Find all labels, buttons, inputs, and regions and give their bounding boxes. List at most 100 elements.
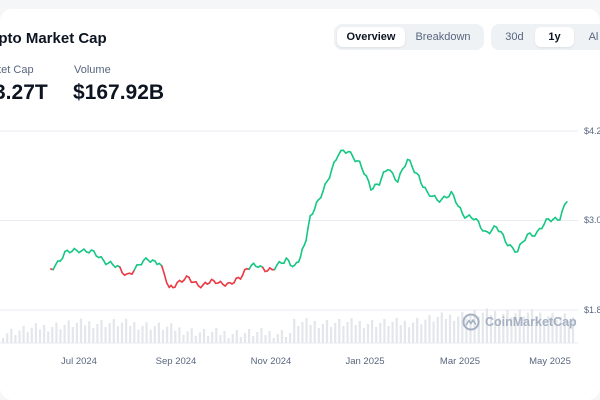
x-tick-label: Nov 2024	[250, 356, 292, 367]
volume-bar	[383, 319, 386, 343]
volume-bar	[235, 330, 238, 343]
volume-bar	[182, 334, 185, 343]
volume-bar	[379, 323, 382, 343]
range-all-button[interactable]: Al	[588, 31, 599, 43]
volume-bar	[371, 320, 374, 343]
volume-bar	[67, 320, 70, 343]
volume-bar	[149, 329, 152, 343]
price-line-segment	[273, 264, 278, 271]
volume-bar	[141, 325, 144, 343]
volume-bar	[420, 324, 423, 343]
tab-breakdown[interactable]: Breakdown	[415, 31, 471, 43]
volume-bar	[424, 319, 427, 343]
price-line-segment	[433, 194, 438, 201]
volume-bar	[366, 324, 370, 343]
volume-bar	[387, 326, 390, 343]
volume-bar	[178, 327, 181, 343]
price-line-segment	[52, 264, 57, 271]
volume-bar	[485, 308, 488, 343]
price-line-segment	[299, 248, 304, 259]
volume-bar	[63, 324, 66, 343]
volume-bar	[432, 321, 435, 343]
volume-bar	[75, 322, 78, 343]
volume-bar	[170, 323, 173, 343]
price-line-segment	[349, 151, 354, 158]
price-line-segment	[411, 165, 416, 174]
volume-bar	[26, 332, 29, 343]
price-line-segment	[358, 160, 363, 170]
volume-bar	[510, 317, 513, 343]
x-tick-label: May 2025	[529, 356, 571, 367]
volume-bar	[10, 328, 13, 343]
volume-bar	[317, 328, 320, 343]
volume-bar	[494, 311, 497, 343]
volume-bar	[211, 332, 214, 343]
volume-bar	[145, 322, 148, 343]
volume-bar	[194, 335, 197, 343]
y-tick-label: $3.0	[584, 215, 600, 225]
price-line-segment	[131, 269, 136, 275]
volume-bar	[403, 320, 406, 343]
price-line-segment	[61, 250, 66, 260]
volume-bar	[71, 327, 74, 343]
volume-bar	[477, 316, 480, 343]
range-1y-button[interactable]: 1y	[534, 27, 574, 47]
volume-bar	[301, 322, 304, 343]
volume-bar	[453, 320, 456, 343]
x-tick-label: Jan 2025	[345, 356, 385, 367]
volume-bar	[6, 333, 9, 343]
volume-bar	[157, 322, 160, 343]
volume-bar	[276, 334, 279, 343]
price-line-segment	[307, 214, 312, 229]
volume-bar	[96, 324, 99, 343]
volume-bar	[354, 325, 357, 343]
price-line-segment	[188, 276, 193, 284]
price-line-segment	[161, 265, 166, 275]
view-toggle: Overview Breakdown	[334, 24, 484, 50]
price-line-segment	[322, 183, 326, 193]
volume-bar	[522, 316, 525, 343]
price-line-segment	[328, 168, 333, 179]
volume-bar	[38, 329, 42, 343]
x-tick-label: Mar 2025	[439, 356, 481, 367]
volume-bar	[407, 327, 411, 343]
volume-bar	[239, 337, 242, 343]
volume-bar	[264, 335, 267, 343]
volume-bar	[88, 321, 91, 343]
volume-bar	[481, 312, 484, 343]
price-line-segment	[404, 158, 409, 168]
tab-overview[interactable]: Overview	[337, 27, 405, 47]
price-line-segment	[524, 233, 529, 242]
y-tick-label: $4.2	[584, 126, 600, 136]
volume-bar	[571, 317, 575, 343]
volume-bar	[461, 312, 464, 343]
price-line-segment	[399, 168, 404, 175]
volume-bar	[342, 326, 345, 343]
price-line-segment	[352, 155, 356, 163]
market-cap-label: rket Cap	[0, 64, 34, 76]
price-line-segment	[330, 161, 335, 171]
volume-bar	[223, 331, 226, 343]
volume-bar	[428, 315, 431, 343]
price-line-segment	[241, 268, 246, 277]
y-tick-label: $1.8	[584, 305, 600, 315]
range-30d-button[interactable]: 30d	[505, 31, 524, 43]
volume-bar	[535, 316, 538, 343]
price-line-segment	[133, 264, 138, 271]
volume-bar	[227, 338, 230, 343]
price-line-segment	[559, 210, 564, 221]
volume-bar	[133, 322, 136, 343]
volume-bar	[313, 321, 316, 343]
volume-bar	[498, 318, 501, 343]
price-line-segment	[305, 226, 309, 242]
volume-label: Volume	[74, 64, 111, 76]
volume-bar	[161, 330, 165, 343]
volume-bar	[559, 316, 562, 343]
price-line-segment	[516, 243, 521, 253]
price-line-segment	[365, 175, 370, 183]
volume-bar	[108, 323, 111, 343]
volume-bar	[100, 320, 103, 343]
price-line-segment	[543, 218, 548, 226]
price-line-segment	[534, 230, 539, 237]
